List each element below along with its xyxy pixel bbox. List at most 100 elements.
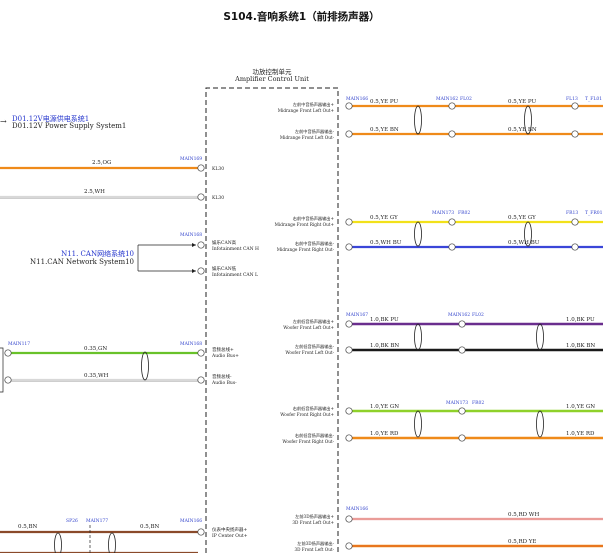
- conn-label: MAIN173: [446, 400, 468, 406]
- pin-label: Infotainment CAN L: [212, 272, 258, 278]
- pin-label: Midrange Front Left Out+: [278, 108, 335, 113]
- power-ref-cn: D01.12V电源供电系统1: [12, 114, 89, 123]
- pin-marker: [197, 376, 205, 384]
- wire-label: 1.0,BK BN: [566, 343, 595, 349]
- wire-label: 0.5,RD WH: [508, 512, 539, 518]
- conn-label: MAIN166: [180, 518, 202, 524]
- pin-marker: [345, 130, 353, 138]
- conn-label: FL02: [472, 312, 484, 318]
- pin-marker: [197, 193, 205, 201]
- pin-label: 3D Front Left Out-: [294, 547, 334, 552]
- pin-marker: [458, 320, 466, 328]
- wire-label: 0.5,YE GY: [508, 215, 536, 221]
- conn-label: MAIN117: [8, 341, 30, 347]
- pin-label: KL30: [212, 166, 224, 172]
- conn-label: MAIN168: [180, 341, 202, 347]
- conn-label: MAIN162: [436, 96, 458, 102]
- inline-connectors: [448, 102, 579, 442]
- pin-marker: [345, 434, 353, 442]
- wire-label: 1.0,YE RD: [370, 431, 399, 437]
- conn-label: MAIN166: [346, 96, 368, 102]
- pin-marker: [197, 349, 205, 357]
- pin-label: Midrange Front Right Out+: [275, 222, 335, 227]
- conn-label: FR02: [458, 210, 470, 216]
- pin-label: 左前中音扬声器输出-: [295, 128, 335, 135]
- pin-marker: [448, 218, 456, 226]
- conn-label: FL13: [566, 96, 578, 102]
- pin-label: 左前低音扬声器输出-: [295, 343, 335, 350]
- pin-label: Woofer Front Left Out-: [285, 350, 334, 355]
- pin-label: 左前低音扬声器输出+: [293, 318, 335, 325]
- pin-label: Infotainment CAN H: [212, 246, 259, 252]
- pin-label: Midrange Front Left Out-: [280, 135, 335, 140]
- pin-marker: [448, 130, 456, 138]
- pin-label: 仪表中央扬声器+: [212, 526, 247, 533]
- pin-marker: [4, 349, 12, 357]
- pin-marker: [345, 346, 353, 354]
- wire-label: 0.5,BN: [140, 524, 160, 530]
- conn-label: T_FL01: [585, 96, 602, 102]
- twisted-pair-icon: [414, 105, 422, 135]
- twisted-pair-icon: [414, 410, 422, 438]
- pin-label: 左前3D扬声器输出-: [297, 540, 334, 547]
- pin-label: 娱乐CAN低: [212, 265, 237, 272]
- pin-marker: [197, 164, 205, 172]
- wire-label: 2.5,WH: [84, 189, 105, 195]
- conn-label: MAIN177: [86, 518, 108, 524]
- pin-label: 左前3D扬声器输出+: [295, 513, 334, 520]
- pin-marker: [448, 102, 456, 110]
- wire-label: 0.5,YE BN: [370, 127, 399, 133]
- conn-label: T_FR01: [585, 210, 603, 216]
- wire-label: 0.5,YE GY: [370, 215, 398, 221]
- pin-marker: [4, 376, 12, 384]
- pin-label: 娱乐CAN高: [212, 239, 237, 246]
- pin-marker: [571, 218, 579, 226]
- wire-label: 0.5,BN: [18, 524, 38, 530]
- wire-label: 0.5,WH BU: [508, 240, 540, 246]
- pin-marker: [345, 243, 353, 251]
- pin-label: 左前中音扬声器输出+: [293, 101, 335, 108]
- amp-right-pins: [345, 102, 353, 550]
- can-ref-cn: N11. CAN网络系统10: [61, 249, 134, 258]
- pin-marker: [345, 542, 353, 550]
- pin-marker: [458, 407, 466, 415]
- conn-label: SP26: [66, 518, 78, 524]
- power-ref-en: D01.12V Power Supply System1: [12, 122, 126, 130]
- left-boundary: [0, 347, 4, 393]
- pin-marker: [197, 528, 205, 536]
- wire-label: 1.0,BK PU: [566, 317, 595, 323]
- pin-marker: [345, 320, 353, 328]
- pin-marker: [197, 241, 205, 249]
- pin-label: 音频总线+: [212, 346, 234, 353]
- pin-marker: [345, 102, 353, 110]
- pin-label: Midrange Front Right Out-: [277, 247, 335, 252]
- wire-label: 1.0,YE RD: [566, 431, 595, 437]
- twisted-pair-icon: [108, 532, 116, 553]
- wire-label: 0.5,YE PU: [508, 99, 536, 105]
- twisted-pair-icon: [414, 221, 422, 247]
- pin-marker: [197, 267, 205, 275]
- pin-marker: [458, 434, 466, 442]
- wire-label: 2.5,OG: [92, 160, 111, 166]
- pin-label: Audio Bus+: [211, 353, 239, 359]
- pin-label: Woofer Front Left Out+: [283, 325, 334, 330]
- twisted-pair-icon: [524, 105, 532, 135]
- conn-label: MAIN173: [432, 210, 454, 216]
- arrow-icon: [192, 243, 196, 273]
- wire-label: 1.0,YE GN: [566, 404, 595, 410]
- conn-label: MAIN166: [346, 506, 368, 512]
- twisted-pairs: [414, 105, 544, 438]
- pin-marker: [345, 218, 353, 226]
- pin-marker: [345, 515, 353, 523]
- conn-label: FR02: [472, 400, 484, 406]
- twisted-pair-icon: [536, 323, 544, 351]
- wire-label: 0.35,WH: [84, 373, 109, 379]
- wire-label: 1.0,BK BN: [370, 343, 399, 349]
- pin-marker: [571, 102, 579, 110]
- pin-marker: [571, 130, 579, 138]
- can-bracket: [137, 244, 196, 272]
- conn-label: FR13: [566, 210, 578, 216]
- wire-label: 0.35,GN: [84, 346, 107, 352]
- conn-label: MAIN169: [180, 156, 202, 162]
